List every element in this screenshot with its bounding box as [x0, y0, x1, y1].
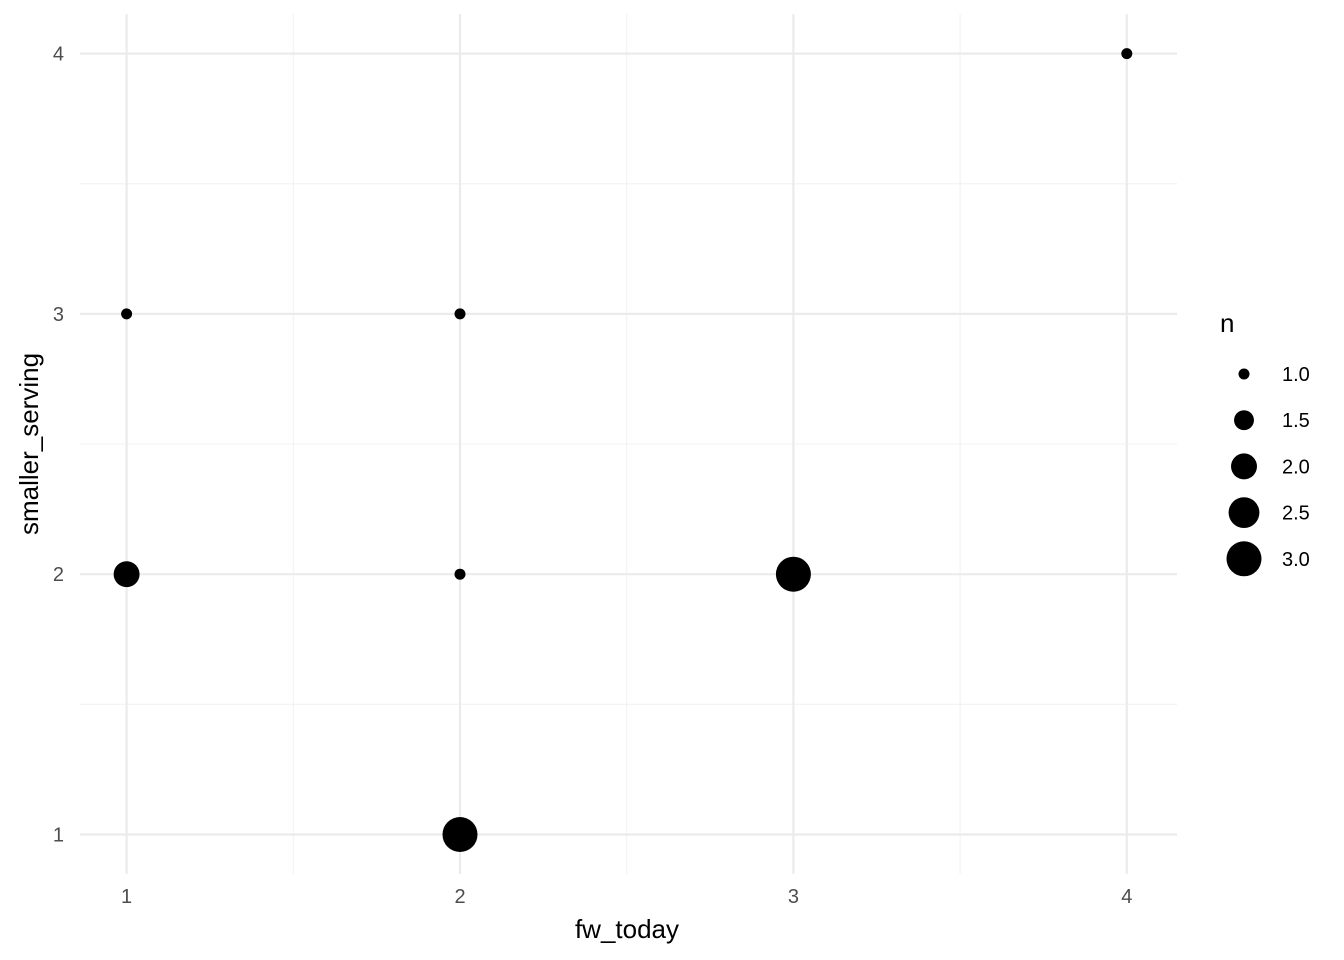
legend-items: 1.0 1.5 2.0 2.5 3.0 — [1226, 364, 1310, 577]
legend-key — [1231, 453, 1257, 480]
legend-label: 1.5 — [1282, 410, 1310, 432]
data-point — [454, 308, 466, 320]
legend-label: 2.0 — [1282, 456, 1310, 478]
x-tick-label: 2 — [454, 886, 465, 908]
data-point — [442, 817, 478, 852]
y-tick-label: 1 — [53, 825, 64, 847]
x-axis-tick-labels: 1 2 3 4 — [121, 886, 1132, 908]
legend-label: 1.0 — [1282, 364, 1310, 386]
legend-key — [1228, 497, 1260, 529]
legend-key — [1234, 410, 1254, 431]
data-point — [121, 308, 133, 320]
legend: n 1.0 1.5 2.0 2.5 3.0 — [1220, 308, 1310, 577]
data-point — [1121, 48, 1133, 60]
minor-gridlines — [80, 14, 1177, 874]
y-axis-tick-labels: 1 2 3 4 — [53, 44, 64, 847]
x-axis-title: fw_today — [575, 914, 679, 944]
x-tick-label: 3 — [788, 886, 799, 908]
x-tick-label: 4 — [1121, 886, 1132, 908]
legend-key — [1238, 368, 1250, 380]
x-tick-label: 1 — [121, 886, 132, 908]
data-point — [113, 561, 140, 588]
legend-label: 3.0 — [1282, 549, 1310, 571]
data-point — [775, 556, 811, 592]
y-tick-label: 3 — [53, 304, 64, 326]
legend-key — [1226, 541, 1262, 577]
legend-label: 2.5 — [1282, 503, 1310, 525]
y-axis-title: smaller_serving — [14, 353, 44, 535]
legend-title: n — [1220, 308, 1234, 338]
major-gridlines — [80, 14, 1177, 874]
y-tick-label: 4 — [53, 44, 64, 66]
y-tick-label: 2 — [53, 564, 64, 586]
data-point — [454, 568, 466, 580]
data-points — [113, 48, 1133, 852]
